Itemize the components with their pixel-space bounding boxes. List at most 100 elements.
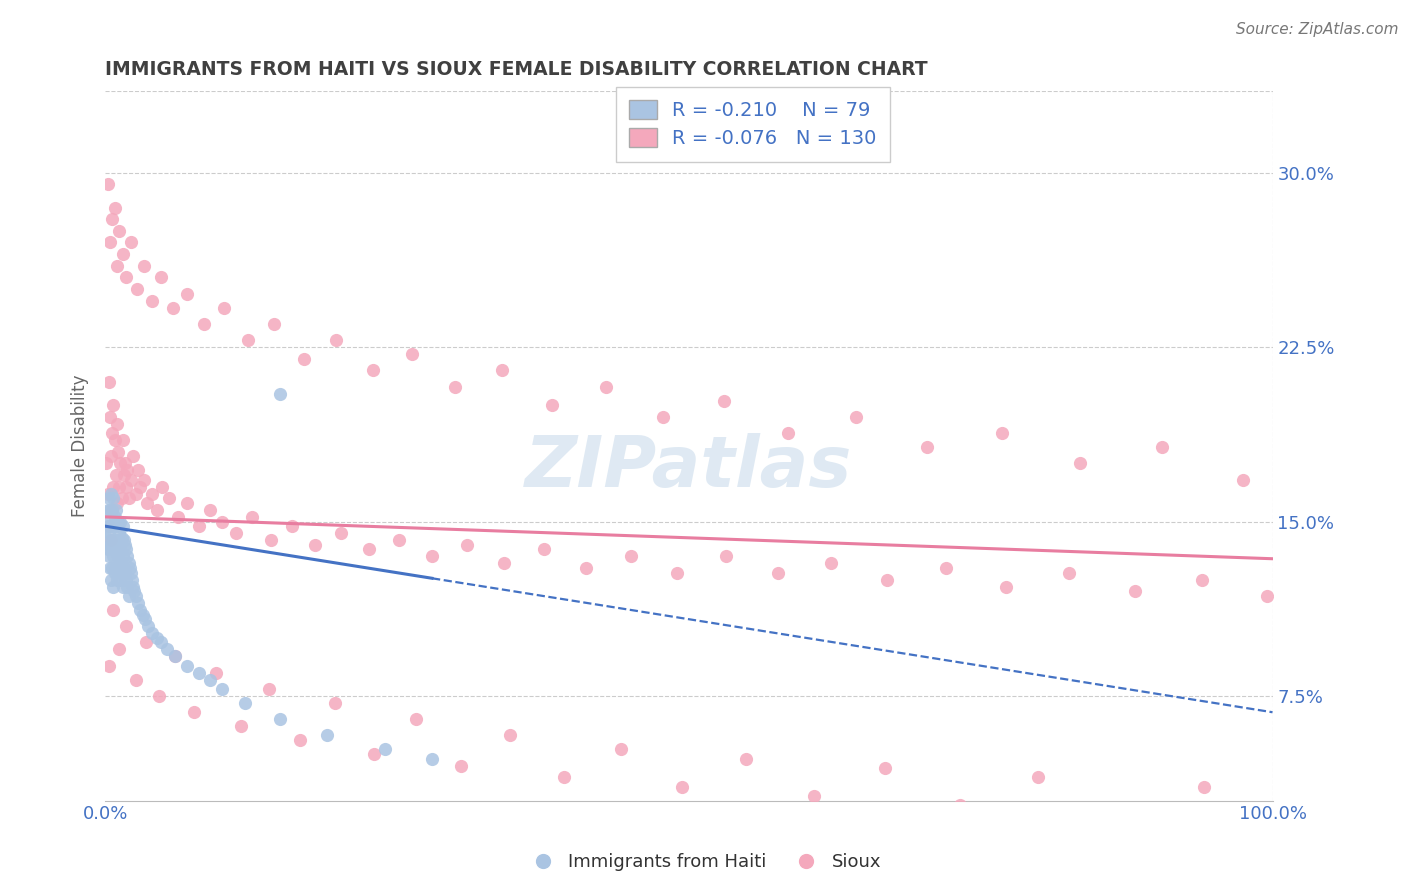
- Point: [111, 549, 134, 564]
- Point: [110, 542, 132, 557]
- Point: [111, 580, 134, 594]
- Point: [100, 486, 122, 500]
- Point: [229, 719, 252, 733]
- Point: [110, 573, 132, 587]
- Point: [145, 503, 167, 517]
- Text: Source: ZipAtlas.com: Source: ZipAtlas.com: [1236, 22, 1399, 37]
- Point: [104, 533, 127, 548]
- Point: [132, 473, 155, 487]
- Point: [165, 649, 187, 664]
- Point: [288, 733, 311, 747]
- Point: [162, 301, 184, 315]
- Point: [766, 566, 789, 580]
- Point: [610, 742, 633, 756]
- Point: [1108, 805, 1130, 820]
- Point: [96, 486, 118, 500]
- Point: [225, 526, 247, 541]
- Point: [101, 426, 124, 441]
- Point: [103, 538, 125, 552]
- Point: [820, 557, 842, 571]
- Point: [98, 503, 121, 517]
- Point: [187, 519, 209, 533]
- Point: [949, 798, 972, 813]
- Point: [101, 503, 124, 517]
- Point: [101, 212, 124, 227]
- Point: [444, 379, 467, 393]
- Point: [156, 642, 179, 657]
- Point: [1059, 566, 1081, 580]
- Point: [96, 178, 118, 192]
- Point: [117, 557, 139, 571]
- Point: [494, 557, 516, 571]
- Point: [97, 519, 120, 533]
- Point: [166, 509, 188, 524]
- Point: [141, 293, 163, 308]
- Point: [145, 631, 167, 645]
- Point: [388, 533, 411, 548]
- Legend: Immigrants from Haiti, Sioux: Immigrants from Haiti, Sioux: [517, 847, 889, 879]
- Point: [98, 538, 121, 552]
- Point: [533, 542, 555, 557]
- Point: [98, 561, 121, 575]
- Text: ZIPatlas: ZIPatlas: [526, 433, 852, 501]
- Point: [200, 673, 222, 687]
- Point: [115, 480, 138, 494]
- Point: [122, 450, 145, 464]
- Point: [304, 538, 326, 552]
- Point: [136, 496, 159, 510]
- Point: [666, 566, 689, 580]
- Point: [1123, 584, 1146, 599]
- Point: [176, 496, 198, 510]
- Point: [114, 566, 136, 580]
- Point: [450, 758, 472, 772]
- Point: [114, 538, 136, 552]
- Y-axis label: Female Disability: Female Disability: [72, 375, 89, 517]
- Point: [100, 533, 122, 548]
- Point: [117, 491, 139, 506]
- Point: [103, 433, 125, 447]
- Point: [110, 515, 132, 529]
- Point: [330, 526, 353, 541]
- Point: [96, 519, 118, 533]
- Point: [361, 363, 384, 377]
- Point: [107, 444, 129, 458]
- Point: [845, 409, 868, 424]
- Point: [671, 780, 693, 794]
- Point: [214, 301, 236, 315]
- Point: [105, 496, 128, 510]
- Point: [105, 573, 128, 587]
- Point: [100, 519, 122, 533]
- Point: [114, 456, 136, 470]
- Point: [105, 417, 128, 431]
- Point: [553, 770, 575, 784]
- Point: [713, 393, 735, 408]
- Point: [357, 542, 380, 557]
- Point: [260, 533, 283, 548]
- Point: [117, 580, 139, 594]
- Point: [803, 789, 825, 803]
- Point: [117, 549, 139, 564]
- Point: [240, 509, 263, 524]
- Point: [121, 573, 143, 587]
- Point: [1069, 456, 1091, 470]
- Point: [96, 456, 118, 470]
- Point: [103, 480, 125, 494]
- Point: [98, 235, 121, 250]
- Point: [129, 603, 152, 617]
- Point: [101, 533, 124, 548]
- Point: [97, 549, 120, 564]
- Point: [112, 468, 135, 483]
- Point: [108, 642, 131, 657]
- Point: [98, 409, 121, 424]
- Point: [110, 491, 132, 506]
- Point: [157, 491, 180, 506]
- Point: [108, 480, 131, 494]
- Point: [97, 515, 120, 529]
- Point: [96, 542, 118, 557]
- Point: [935, 561, 957, 575]
- Point: [150, 635, 173, 649]
- Point: [183, 705, 205, 719]
- Point: [111, 433, 134, 447]
- Point: [316, 729, 339, 743]
- Point: [132, 259, 155, 273]
